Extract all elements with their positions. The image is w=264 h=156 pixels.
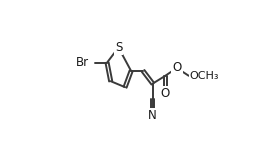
- Text: N: N: [148, 109, 157, 122]
- Text: Br: Br: [76, 56, 89, 69]
- Text: S: S: [115, 41, 122, 54]
- Text: O: O: [172, 61, 181, 74]
- Text: O: O: [161, 87, 170, 100]
- Text: OCH₃: OCH₃: [189, 71, 219, 81]
